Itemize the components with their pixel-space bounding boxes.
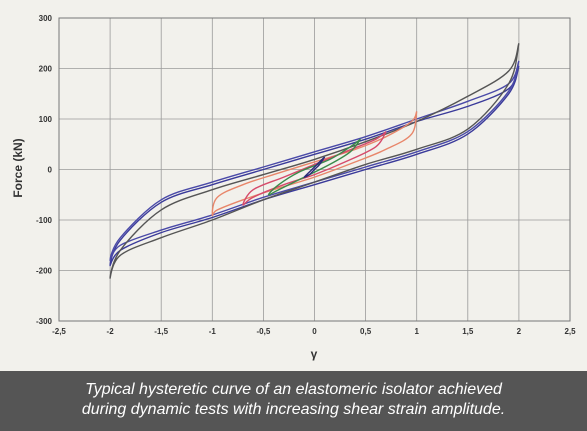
hysteresis-loop-2 xyxy=(109,60,520,262)
x-tick-label: -1 xyxy=(209,327,217,336)
hysteresis-loop-1 xyxy=(109,65,520,267)
tick-labels: -2,5 -2 -1,5 -1 -0,5 0 0,5 1 1,5 2 2,5 -300 -200 -100… xyxy=(36,14,576,336)
y-tick-label: 300 xyxy=(39,14,53,23)
y-tick-label: 100 xyxy=(39,115,53,124)
caption-line-1: Typical hysteretic curve of an elastomer… xyxy=(85,381,502,398)
y-tick-label: 0 xyxy=(48,166,53,175)
x-tick-label: 1 xyxy=(414,327,419,336)
hysteresis-loop-7 xyxy=(303,156,326,178)
x-tick-label: -1,5 xyxy=(154,327,168,336)
x-tick-label: -2 xyxy=(107,327,115,336)
x-tick-label: -0,5 xyxy=(257,327,271,336)
y-tick-label: -200 xyxy=(36,267,53,276)
hysteresis-loop-6 xyxy=(267,138,362,196)
x-tick-label: -2,5 xyxy=(52,327,66,336)
hysteresis-loop-5 xyxy=(242,131,387,206)
x-tick-label: 0 xyxy=(312,327,317,336)
x-axis-label: γ xyxy=(311,347,318,361)
grid-lines xyxy=(58,17,571,322)
hysteresis-chart: -2,5 -2 -1,5 -1 -0,5 0 0,5 1 1,5 2 2,5 -300 -200 -100… xyxy=(0,0,587,371)
figure-caption: Typical hysteretic curve of an elastomer… xyxy=(0,371,587,431)
y-tick-label: -300 xyxy=(36,317,53,326)
hysteresis-loop-4 xyxy=(211,111,418,217)
y-axis-label: Force (kN) xyxy=(11,138,25,197)
x-tick-label: 1,5 xyxy=(462,327,474,336)
hysteresis-curves xyxy=(109,43,520,279)
y-tick-label: -100 xyxy=(36,216,53,225)
y-tick-label: 200 xyxy=(39,65,53,74)
x-tick-label: 2,5 xyxy=(564,327,576,336)
caption-line-2: during dynamic tests with increasing she… xyxy=(81,401,506,418)
x-tick-label: 2 xyxy=(517,327,522,336)
plot-frame xyxy=(58,17,571,322)
chart-background xyxy=(0,0,587,371)
x-tick-label: 0,5 xyxy=(360,327,372,336)
